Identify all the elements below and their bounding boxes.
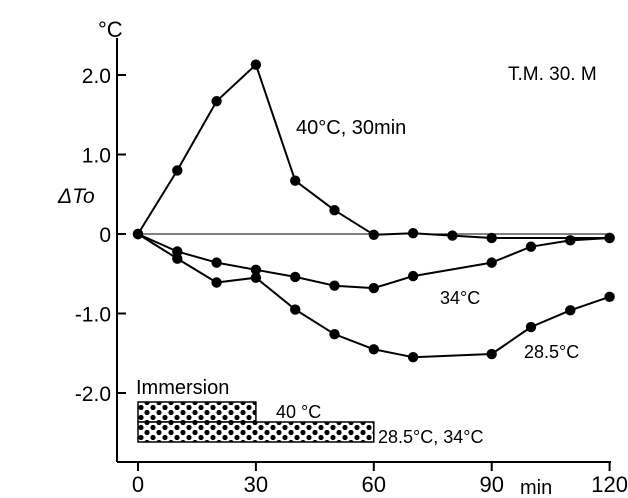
series-28c-point [368,344,379,355]
series-34c-point [211,257,222,268]
y-tick-label: -1.0 [75,304,111,327]
immersion-bar-28-34c-label: 28.5°C, 34°C [378,427,483,447]
series-28c-point [172,253,183,264]
x-tick-label: 0 [132,472,144,497]
immersion-bar-28-34c [137,421,375,443]
x-ticks: 0 30 60 90 120 [132,462,628,497]
series-28c-point [565,305,576,316]
series-40c-point [447,230,458,241]
series-28c-point [250,272,262,283]
series-40c-point [250,59,262,70]
y-tick-label: 2.0 [82,65,111,88]
series-28c-point [604,291,615,303]
x-tick-label: 60 [362,472,386,497]
series-28c-point [211,277,222,288]
series-28c-point [486,348,497,360]
immersion-title: Immersion [136,377,229,399]
y-tick-label: 0 [99,224,111,247]
y-axis-label: ΔTo [57,185,95,208]
series-34c-point [368,282,379,294]
series-34c-point [486,257,497,268]
series-34c-point [290,271,301,283]
series-34c-point [525,241,537,252]
series-40c-point [407,228,419,239]
y-tick-label: 1.0 [82,145,111,168]
series-28c-point [525,321,537,333]
series-40c-point [290,175,301,186]
series-40c-point [211,96,222,107]
series-label-34c: 34°C [440,288,480,308]
x-axis-label: min [520,477,552,498]
series-label-28c: 28.5°C [524,342,579,362]
y-ticks: 2.0 1.0 0 -1.0 -2.0 [75,65,126,406]
series-40c-point [172,165,183,176]
series-34c-point [172,246,183,257]
immersion-bar-40c-label: 40 °C [276,402,321,422]
series-28c-point [329,328,340,340]
series-34c-point [329,280,340,291]
series-34c-point [565,235,576,246]
series-layer [132,59,615,363]
series-40c-point [486,232,497,244]
series-28c-point [407,352,419,363]
series-40c-line [137,63,610,239]
series-34c-point [407,270,419,282]
y-unit-label: °C [98,17,123,42]
x-tick-label: 120 [591,472,628,497]
series-40c-point [329,204,340,216]
immersion-bar-40c [137,401,257,423]
chart-title: T.M. 30. M [508,64,597,85]
x-tick-label: 90 [479,472,503,497]
series-28c-point [132,228,144,240]
series-34c-line [137,233,610,290]
series-label-40c: 40°C, 30min [296,117,406,139]
x-tick-label: 30 [244,472,268,497]
series-28c-line [137,233,610,359]
series-40c-point [368,229,379,240]
series-34c-point [250,264,262,275]
series-28c-point [290,304,301,315]
y-tick-label: -2.0 [75,383,111,406]
series-34c-point [604,232,615,244]
